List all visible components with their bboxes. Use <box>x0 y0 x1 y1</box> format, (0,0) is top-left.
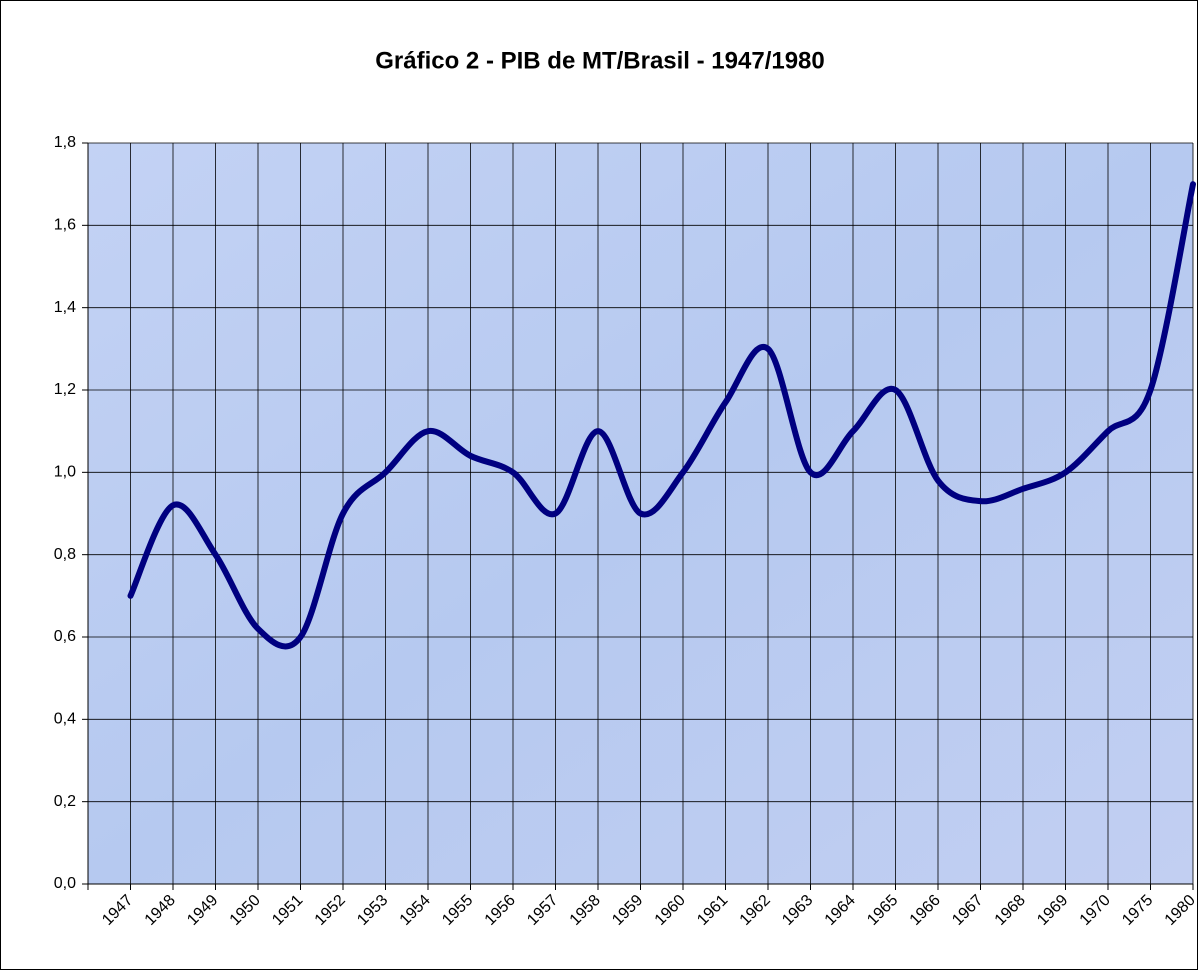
y-tick-label: 0,2 <box>54 793 76 810</box>
chart-title: Gráfico 2 - PIB de MT/Brasil - 1947/1980 <box>375 47 825 74</box>
y-tick-label: 1,6 <box>54 217 76 234</box>
y-tick-label: 1,8 <box>54 134 76 151</box>
y-tick-label: 0,4 <box>54 711 76 728</box>
y-tick-label: 1,0 <box>54 464 76 481</box>
line <box>127 181 1196 650</box>
y-tick-label: 1,2 <box>54 381 76 398</box>
y-tick-label: 0,8 <box>54 546 76 563</box>
y-tick-label: 1,4 <box>54 299 76 316</box>
y-tick-label: 0,0 <box>54 875 76 892</box>
y-tick-label: 0,6 <box>54 628 76 645</box>
